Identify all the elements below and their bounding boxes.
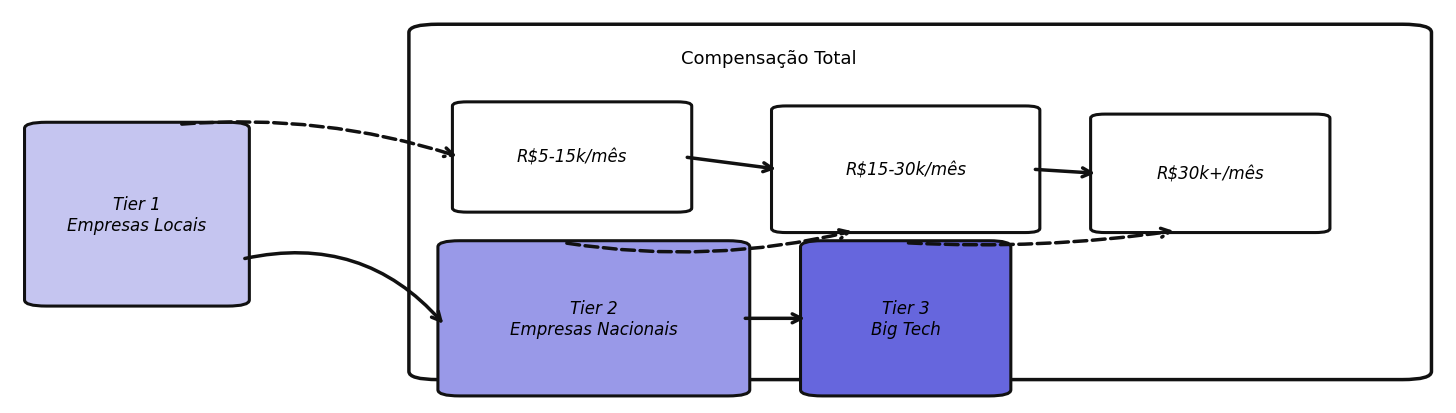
Text: R$5-15k/mês: R$5-15k/mês [517, 149, 628, 166]
Text: Compensação Total: Compensação Total [681, 50, 856, 68]
FancyBboxPatch shape [1091, 115, 1329, 233]
Text: R$30k+/mês: R$30k+/mês [1156, 165, 1264, 183]
FancyBboxPatch shape [438, 241, 750, 396]
Text: Tier 3
Big Tech: Tier 3 Big Tech [871, 299, 941, 338]
FancyBboxPatch shape [25, 123, 249, 306]
FancyBboxPatch shape [453, 102, 692, 213]
FancyBboxPatch shape [409, 25, 1431, 380]
Text: Tier 1
Empresas Locais: Tier 1 Empresas Locais [67, 195, 207, 234]
FancyBboxPatch shape [772, 107, 1040, 233]
Text: Tier 2
Empresas Nacionais: Tier 2 Empresas Nacionais [510, 299, 677, 338]
Text: R$15-30k/mês: R$15-30k/mês [844, 161, 967, 179]
FancyBboxPatch shape [801, 241, 1010, 396]
